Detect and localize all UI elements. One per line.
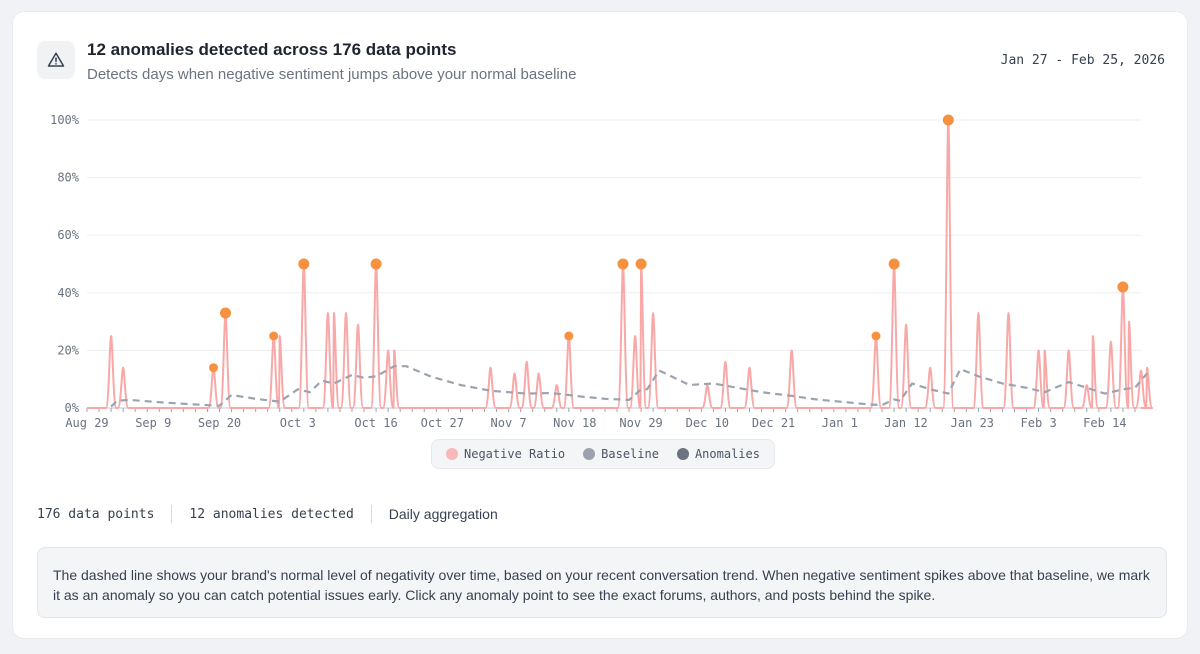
- x-axis-ticks: Aug 29 Sep 9 Sep 20 Oct 3 Oct 16 Oct 27 Nov 7 N…: [65, 408, 1136, 430]
- y-tick-label: 0%: [65, 401, 80, 415]
- x-tick-label: Oct 27: [421, 416, 464, 430]
- y-tick-label: 100%: [50, 113, 80, 127]
- x-tick-label: Nov 18: [553, 416, 596, 430]
- legend-item-anomalies[interactable]: Anomalies: [676, 447, 760, 461]
- anomaly-point[interactable]: [1117, 281, 1129, 293]
- divider: [370, 505, 372, 523]
- x-tick-label: Feb 3: [1021, 416, 1057, 430]
- x-tick-label: Oct 3: [280, 416, 316, 430]
- x-tick-label: Dec 21: [752, 416, 795, 430]
- date-range: Jan 27 - Feb 25, 2026: [1000, 53, 1165, 68]
- card-subtitle: Detects days when negative sentiment jum…: [87, 66, 577, 83]
- x-tick-label: Sep 9: [135, 416, 171, 430]
- legend-item-negative-ratio[interactable]: Negative Ratio: [446, 447, 565, 461]
- anomaly-point[interactable]: [564, 331, 574, 341]
- warning-triangle-icon: [37, 41, 75, 79]
- x-tick-label: Jan 1: [822, 416, 858, 430]
- anomaly-count: 12 anomalies detected: [189, 506, 354, 522]
- legend-label: Baseline: [601, 447, 659, 461]
- x-tick-label: Nov 7: [491, 416, 527, 430]
- anomaly-points: [209, 114, 1129, 373]
- anomaly-point[interactable]: [298, 258, 310, 270]
- legend-swatch: [676, 448, 689, 460]
- baseline-line: [110, 365, 1148, 408]
- y-tick-label: 80%: [57, 171, 79, 185]
- legend-label: Negative Ratio: [464, 447, 566, 461]
- anomaly-point[interactable]: [871, 331, 881, 341]
- anomaly-point[interactable]: [220, 307, 231, 319]
- x-tick-label: Dec 10: [686, 416, 729, 430]
- anomaly-point[interactable]: [635, 258, 647, 270]
- legend-swatch: [583, 448, 596, 460]
- anomaly-point[interactable]: [209, 363, 218, 373]
- y-tick-label: 20%: [57, 343, 79, 357]
- x-tick-label: Jan 23: [951, 416, 994, 430]
- legend-item-baseline[interactable]: Baseline: [583, 447, 659, 461]
- x-tick-label: Aug 29: [65, 416, 108, 430]
- anomaly-point[interactable]: [942, 114, 954, 126]
- anomaly-point[interactable]: [888, 258, 900, 270]
- stats-row: 176 data points 12 anomalies detected Da…: [37, 505, 498, 523]
- data-points-count: 176 data points: [37, 506, 155, 522]
- aggregation-label: Daily aggregation: [388, 506, 498, 522]
- y-axis-ticks: 0% 20% 40% 60% 80% 100%: [50, 113, 80, 415]
- anomaly-point[interactable]: [269, 331, 279, 341]
- anomaly-chart: 0% 20% 40% 60% 80% 100% Aug 29 Sep 9 Sep 20 Oct …: [50, 113, 1154, 430]
- legend-label: Anomalies: [694, 447, 760, 461]
- anomaly-card: 12 anomalies detected across 176 data po…: [12, 11, 1188, 639]
- divider: [171, 505, 173, 523]
- y-tick-label: 40%: [57, 286, 79, 300]
- chart-legend: Negative Ratio Baseline Anomalies: [431, 439, 775, 469]
- legend-swatch: [446, 448, 458, 460]
- anomaly-point[interactable]: [617, 258, 629, 270]
- x-tick-label: Feb 14: [1083, 416, 1126, 430]
- x-tick-label: Sep 20: [198, 416, 241, 430]
- x-tick-label: Jan 12: [884, 416, 927, 430]
- anomaly-point[interactable]: [370, 258, 382, 270]
- y-tick-label: 60%: [57, 228, 79, 242]
- x-tick-label: Nov 29: [619, 416, 662, 430]
- explanation-note: The dashed line shows your brand's norma…: [37, 547, 1167, 618]
- x-tick-label: Oct 16: [354, 416, 397, 430]
- chart-grid: [87, 119, 1141, 409]
- card-title: 12 anomalies detected across 176 data po…: [87, 40, 457, 59]
